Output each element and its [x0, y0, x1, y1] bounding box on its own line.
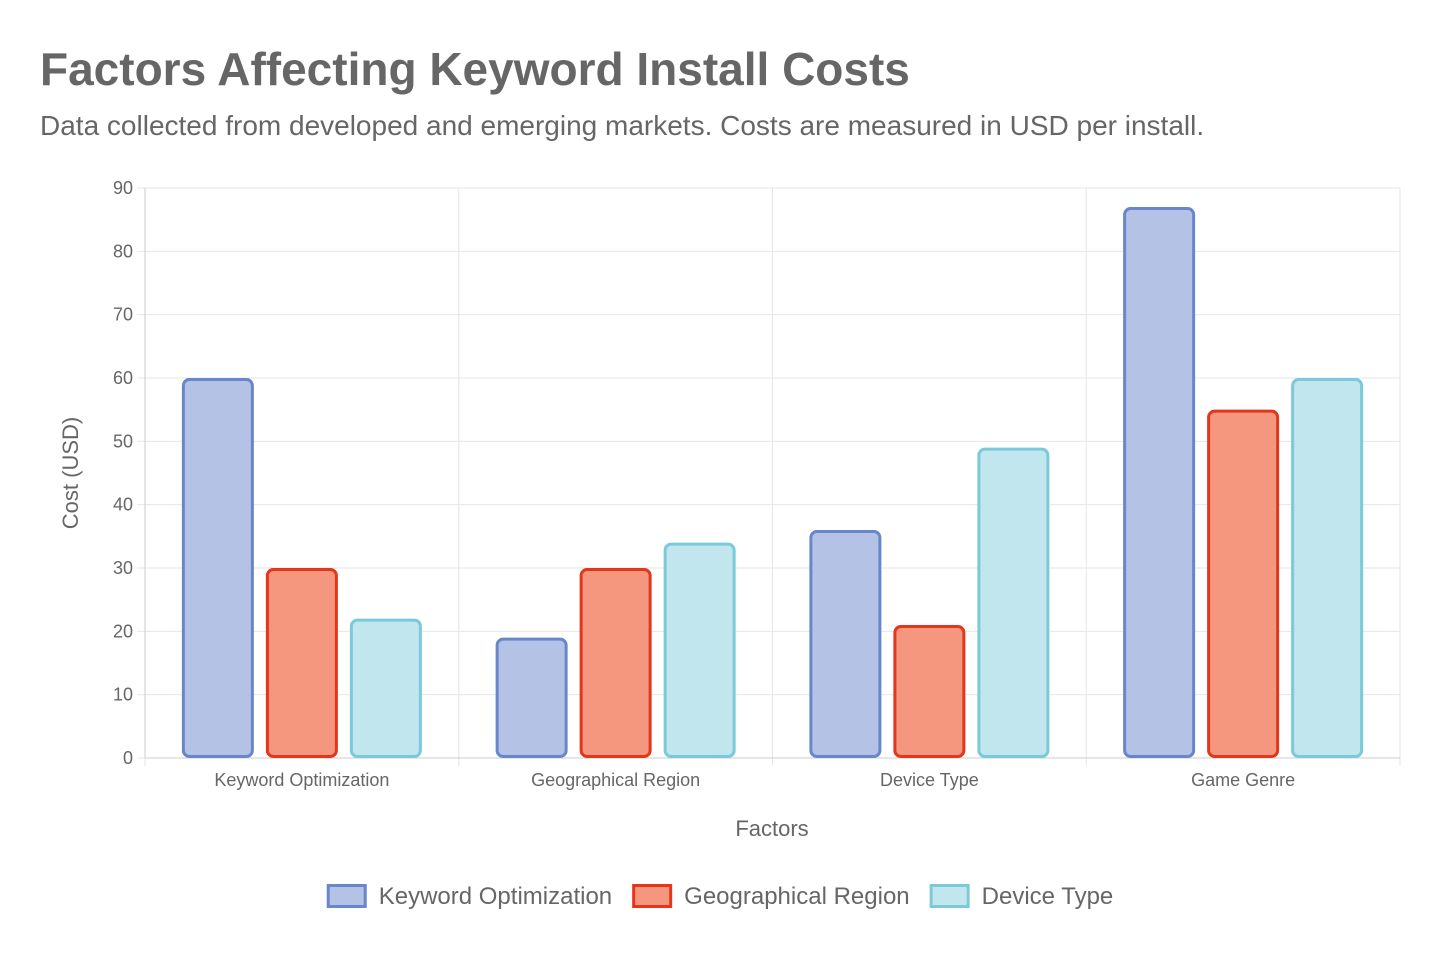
y-tick-label: 40 — [113, 495, 133, 515]
legend-swatch[interactable] — [929, 884, 970, 908]
y-tick-label: 0 — [123, 748, 133, 768]
bar[interactable] — [663, 542, 736, 759]
bar[interactable] — [349, 618, 422, 759]
x-tick-label: Game Genre — [1191, 770, 1295, 790]
axis-labels: 0 10 20 30 40 50 60 70 80 90 Keyword Optimization G… — [113, 178, 1295, 790]
y-tick-label: 60 — [113, 368, 133, 388]
bar[interactable] — [893, 625, 966, 758]
y-tick-label: 50 — [113, 431, 133, 451]
x-tick-label: Device Type — [880, 770, 979, 790]
bar[interactable] — [1291, 378, 1364, 758]
axes — [144, 188, 1400, 759]
bar[interactable] — [265, 568, 338, 758]
bar[interactable] — [977, 447, 1050, 758]
x-tick-label: Geographical Region — [531, 770, 700, 790]
bar[interactable] — [181, 378, 254, 758]
y-tick-label: 70 — [113, 305, 133, 325]
y-axis-title: Cost (USD) — [58, 417, 83, 529]
y-tick-label: 20 — [113, 621, 133, 641]
legend[interactable]: Keyword Optimization Geographical Region D… — [326, 883, 1114, 910]
x-axis-title: Factors — [735, 816, 808, 841]
legend-swatch[interactable] — [326, 884, 367, 908]
chart-title: Factors Affecting Keyword Install Costs — [40, 43, 910, 95]
bar[interactable] — [809, 530, 882, 758]
legend-label: Keyword Optimization — [379, 883, 612, 910]
y-tick-label: 10 — [113, 685, 133, 705]
legend-swatch[interactable] — [632, 884, 673, 908]
y-tick-label: 80 — [113, 241, 133, 261]
y-tick-label: 30 — [113, 558, 133, 578]
y-tick-label: 90 — [113, 178, 133, 198]
bar[interactable] — [579, 568, 652, 758]
bars — [181, 207, 1364, 759]
x-tick-label: Keyword Optimization — [214, 770, 389, 790]
bar[interactable] — [1207, 409, 1280, 758]
legend-label: Geographical Region — [684, 883, 909, 910]
bar[interactable] — [495, 637, 568, 759]
legend-label: Device Type — [982, 883, 1114, 910]
bar[interactable] — [1123, 207, 1196, 758]
chart-subtitle: Data collected from developed and emergi… — [40, 110, 1205, 141]
